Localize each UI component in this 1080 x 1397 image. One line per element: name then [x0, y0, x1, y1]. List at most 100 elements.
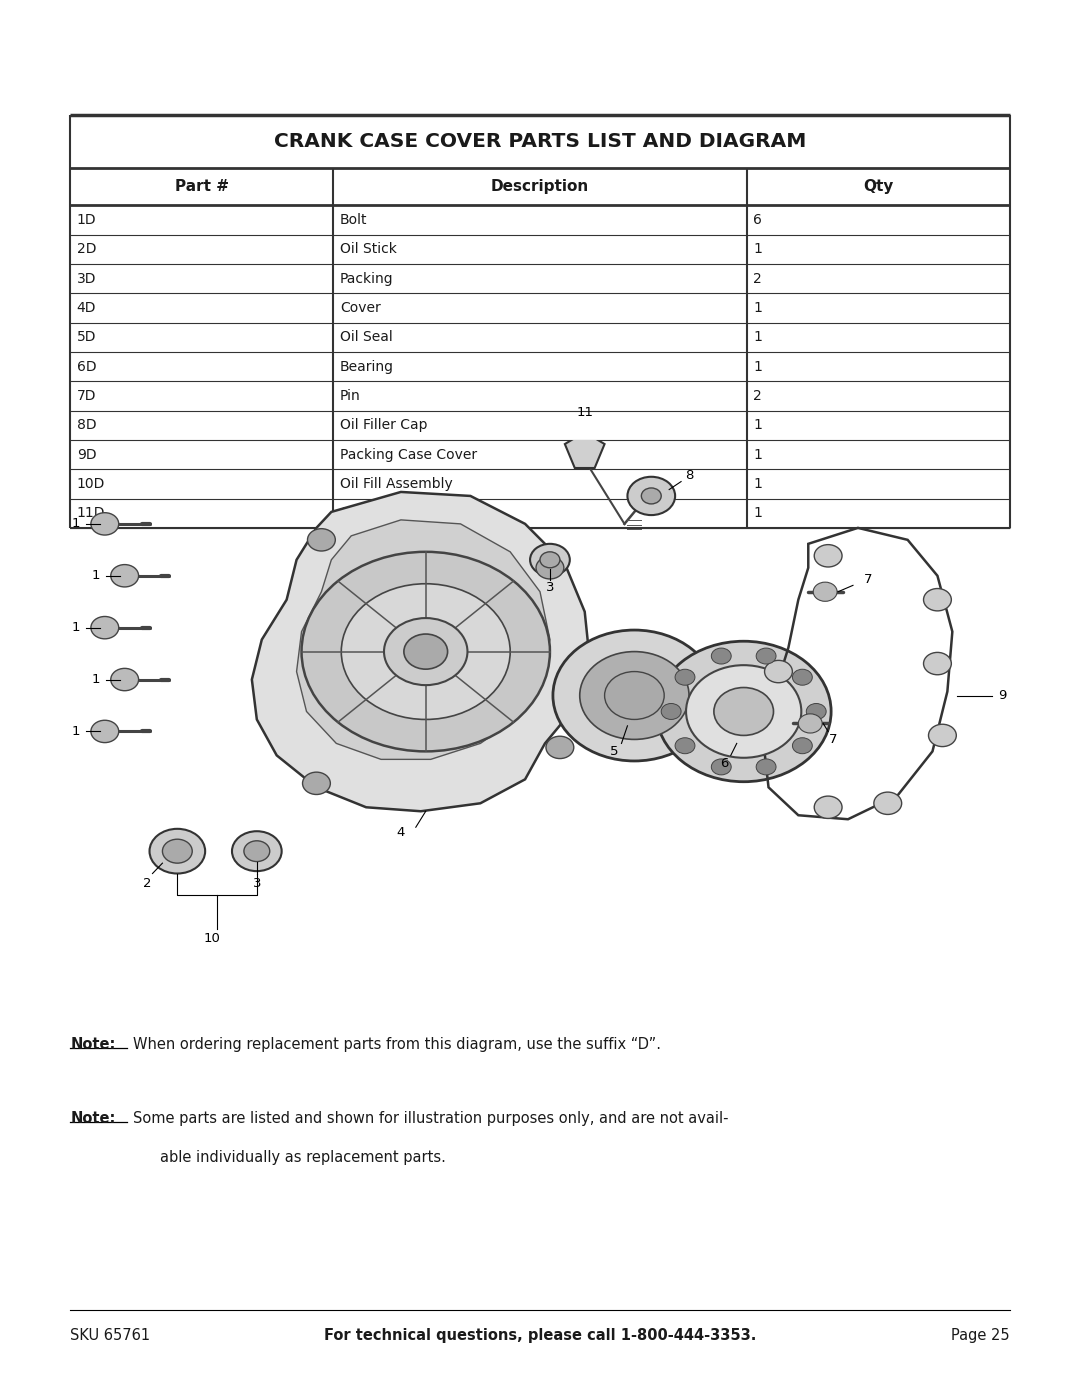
Circle shape	[232, 831, 282, 872]
Circle shape	[793, 669, 812, 685]
Circle shape	[91, 513, 119, 535]
Circle shape	[91, 721, 119, 743]
Text: 11D: 11D	[77, 506, 105, 521]
Circle shape	[929, 724, 956, 746]
Circle shape	[404, 634, 447, 669]
Text: 3: 3	[545, 581, 554, 594]
Text: 5D: 5D	[77, 330, 96, 345]
Text: For technical questions, please call 1-800-444-3353.: For technical questions, please call 1-8…	[324, 1329, 756, 1343]
Polygon shape	[252, 492, 590, 812]
Circle shape	[308, 528, 335, 550]
Text: 1: 1	[753, 447, 762, 462]
Text: 1: 1	[753, 359, 762, 374]
Circle shape	[756, 648, 777, 664]
Circle shape	[712, 648, 731, 664]
Circle shape	[149, 828, 205, 873]
Text: able individually as replacement parts.: able individually as replacement parts.	[160, 1150, 446, 1165]
Circle shape	[814, 545, 842, 567]
Text: 3: 3	[253, 876, 261, 890]
Circle shape	[540, 552, 559, 567]
Circle shape	[807, 704, 826, 719]
Text: 1: 1	[71, 725, 80, 738]
Ellipse shape	[686, 665, 801, 757]
Text: Note:: Note:	[70, 1111, 116, 1126]
Text: 10D: 10D	[77, 476, 105, 492]
Text: 11: 11	[577, 405, 593, 419]
Text: 1D: 1D	[77, 212, 96, 228]
Text: 1: 1	[71, 517, 80, 531]
Text: 9D: 9D	[77, 447, 96, 462]
Circle shape	[536, 556, 564, 578]
Text: Packing: Packing	[340, 271, 393, 286]
Text: Oil Fill Assembly: Oil Fill Assembly	[340, 476, 453, 492]
Text: 1: 1	[753, 506, 762, 521]
Polygon shape	[297, 520, 550, 760]
Text: Qty: Qty	[863, 179, 893, 194]
Circle shape	[813, 583, 837, 601]
Text: Cover: Cover	[340, 300, 380, 316]
Circle shape	[530, 543, 570, 576]
Circle shape	[302, 773, 330, 795]
Text: Oil Stick: Oil Stick	[340, 242, 396, 257]
Text: 6D: 6D	[77, 359, 96, 374]
Circle shape	[661, 704, 681, 719]
Circle shape	[162, 840, 192, 863]
Circle shape	[627, 476, 675, 515]
Ellipse shape	[301, 552, 550, 752]
Text: Pin: Pin	[340, 388, 361, 404]
Circle shape	[923, 588, 951, 610]
Text: 10: 10	[204, 932, 220, 946]
Text: Oil Filler Cap: Oil Filler Cap	[340, 418, 428, 433]
Text: 1: 1	[753, 300, 762, 316]
Text: CRANK CASE COVER PARTS LIST AND DIAGRAM: CRANK CASE COVER PARTS LIST AND DIAGRAM	[274, 131, 806, 151]
Text: 1: 1	[753, 330, 762, 345]
Text: Note:: Note:	[70, 1037, 116, 1052]
Text: 7D: 7D	[77, 388, 96, 404]
Circle shape	[675, 669, 694, 685]
Text: 2D: 2D	[77, 242, 96, 257]
Text: Bolt: Bolt	[340, 212, 367, 228]
Text: When ordering replacement parts from this diagram, use the suffix “D”.: When ordering replacement parts from thi…	[133, 1037, 661, 1052]
Text: 6: 6	[719, 757, 728, 770]
Text: 8D: 8D	[77, 418, 96, 433]
Circle shape	[546, 736, 573, 759]
Circle shape	[712, 759, 731, 775]
Text: Description: Description	[491, 179, 589, 194]
Circle shape	[765, 661, 793, 683]
Text: 3D: 3D	[77, 271, 96, 286]
Text: Oil Seal: Oil Seal	[340, 330, 392, 345]
Text: 1: 1	[92, 569, 100, 583]
Text: 1: 1	[92, 673, 100, 686]
Circle shape	[798, 714, 822, 733]
Ellipse shape	[605, 672, 664, 719]
Ellipse shape	[580, 651, 689, 739]
Text: 1: 1	[71, 622, 80, 634]
Text: Part #: Part #	[175, 179, 229, 194]
Ellipse shape	[553, 630, 716, 761]
Polygon shape	[565, 432, 605, 468]
Text: SKU 65761: SKU 65761	[70, 1329, 150, 1343]
Ellipse shape	[341, 584, 510, 719]
Text: Bearing: Bearing	[340, 359, 394, 374]
Circle shape	[814, 796, 842, 819]
Text: 9: 9	[998, 689, 1007, 703]
Text: 2: 2	[144, 876, 152, 890]
Text: Some parts are listed and shown for illustration purposes only, and are not avai: Some parts are listed and shown for illu…	[133, 1111, 728, 1126]
Text: 5: 5	[610, 745, 619, 759]
Text: 4D: 4D	[77, 300, 96, 316]
Circle shape	[91, 616, 119, 638]
Circle shape	[244, 841, 270, 862]
Text: Packing Case Cover: Packing Case Cover	[340, 447, 477, 462]
Text: Page 25: Page 25	[951, 1329, 1010, 1343]
Text: 8: 8	[685, 469, 693, 482]
Circle shape	[793, 738, 812, 754]
Text: 6: 6	[753, 212, 762, 228]
Text: 2: 2	[753, 271, 762, 286]
Circle shape	[384, 617, 468, 685]
Text: 1: 1	[753, 242, 762, 257]
Circle shape	[642, 488, 661, 504]
Circle shape	[874, 792, 902, 814]
Text: Cap Assembly: Cap Assembly	[340, 506, 438, 521]
Text: 7: 7	[864, 573, 873, 587]
Text: 4: 4	[396, 826, 405, 840]
